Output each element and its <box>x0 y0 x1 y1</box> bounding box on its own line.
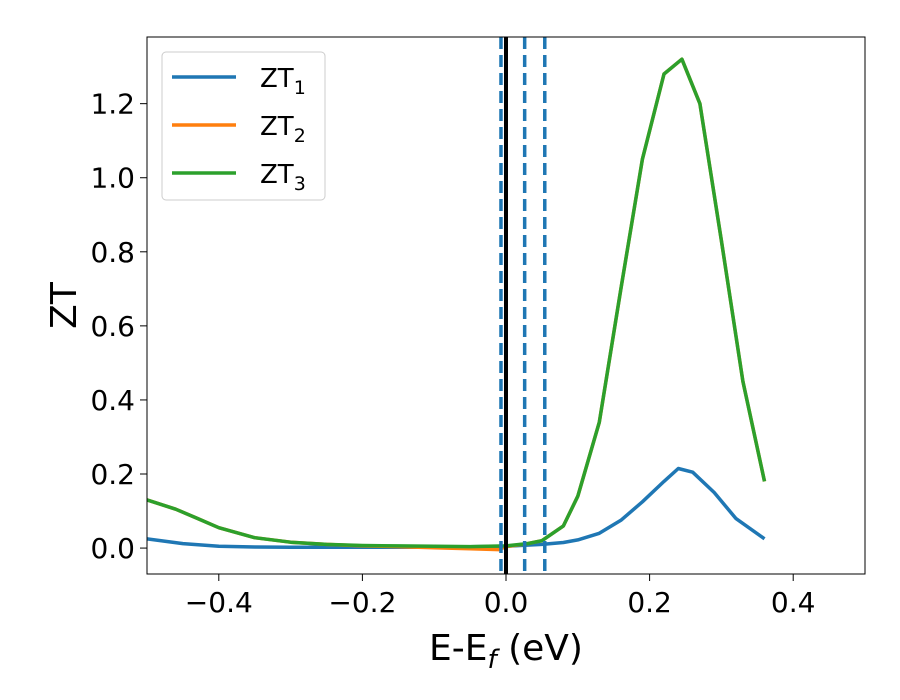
series-line-zt3 <box>147 57 767 549</box>
plot-area <box>147 57 767 552</box>
x-axis-ticks: −0.4 −0.2 0.0 0.2 0.4 <box>185 574 816 619</box>
legend: ZT1 ZT2 ZT3 <box>161 51 326 201</box>
y-tick-label: 0.0 <box>90 532 135 565</box>
y-axis-ticks: 0.0 0.2 0.4 0.6 0.8 1.0 1.2 <box>90 88 147 565</box>
legend-item-zt2: ZT2 <box>172 112 306 147</box>
legend-label: ZT2 <box>260 112 306 147</box>
legend-item-zt1: ZT1 <box>172 64 306 99</box>
x-tick-label: 0.4 <box>771 586 816 619</box>
legend-item-zt3: ZT3 <box>172 160 306 195</box>
reference-lines <box>499 37 547 574</box>
x-axis-label: E-Ef (eV) <box>429 628 583 675</box>
y-tick-label: 0.6 <box>90 310 135 343</box>
series-line-zt1 <box>147 466 766 550</box>
y-tick-label: 1.0 <box>90 162 135 195</box>
legend-label: ZT3 <box>260 160 306 195</box>
y-tick-label: 1.2 <box>90 88 135 121</box>
x-tick-label: −0.4 <box>185 586 253 619</box>
legend-label: ZT1 <box>260 64 306 99</box>
x-tick-label: 0.2 <box>627 586 672 619</box>
y-tick-label: 0.2 <box>90 458 135 491</box>
y-axis-label: ZT <box>44 281 85 329</box>
x-tick-label: −0.2 <box>328 586 396 619</box>
x-tick-label: 0.0 <box>484 586 529 619</box>
y-tick-label: 0.4 <box>90 384 135 417</box>
y-tick-label: 0.8 <box>90 236 135 269</box>
legend-box <box>161 51 326 201</box>
